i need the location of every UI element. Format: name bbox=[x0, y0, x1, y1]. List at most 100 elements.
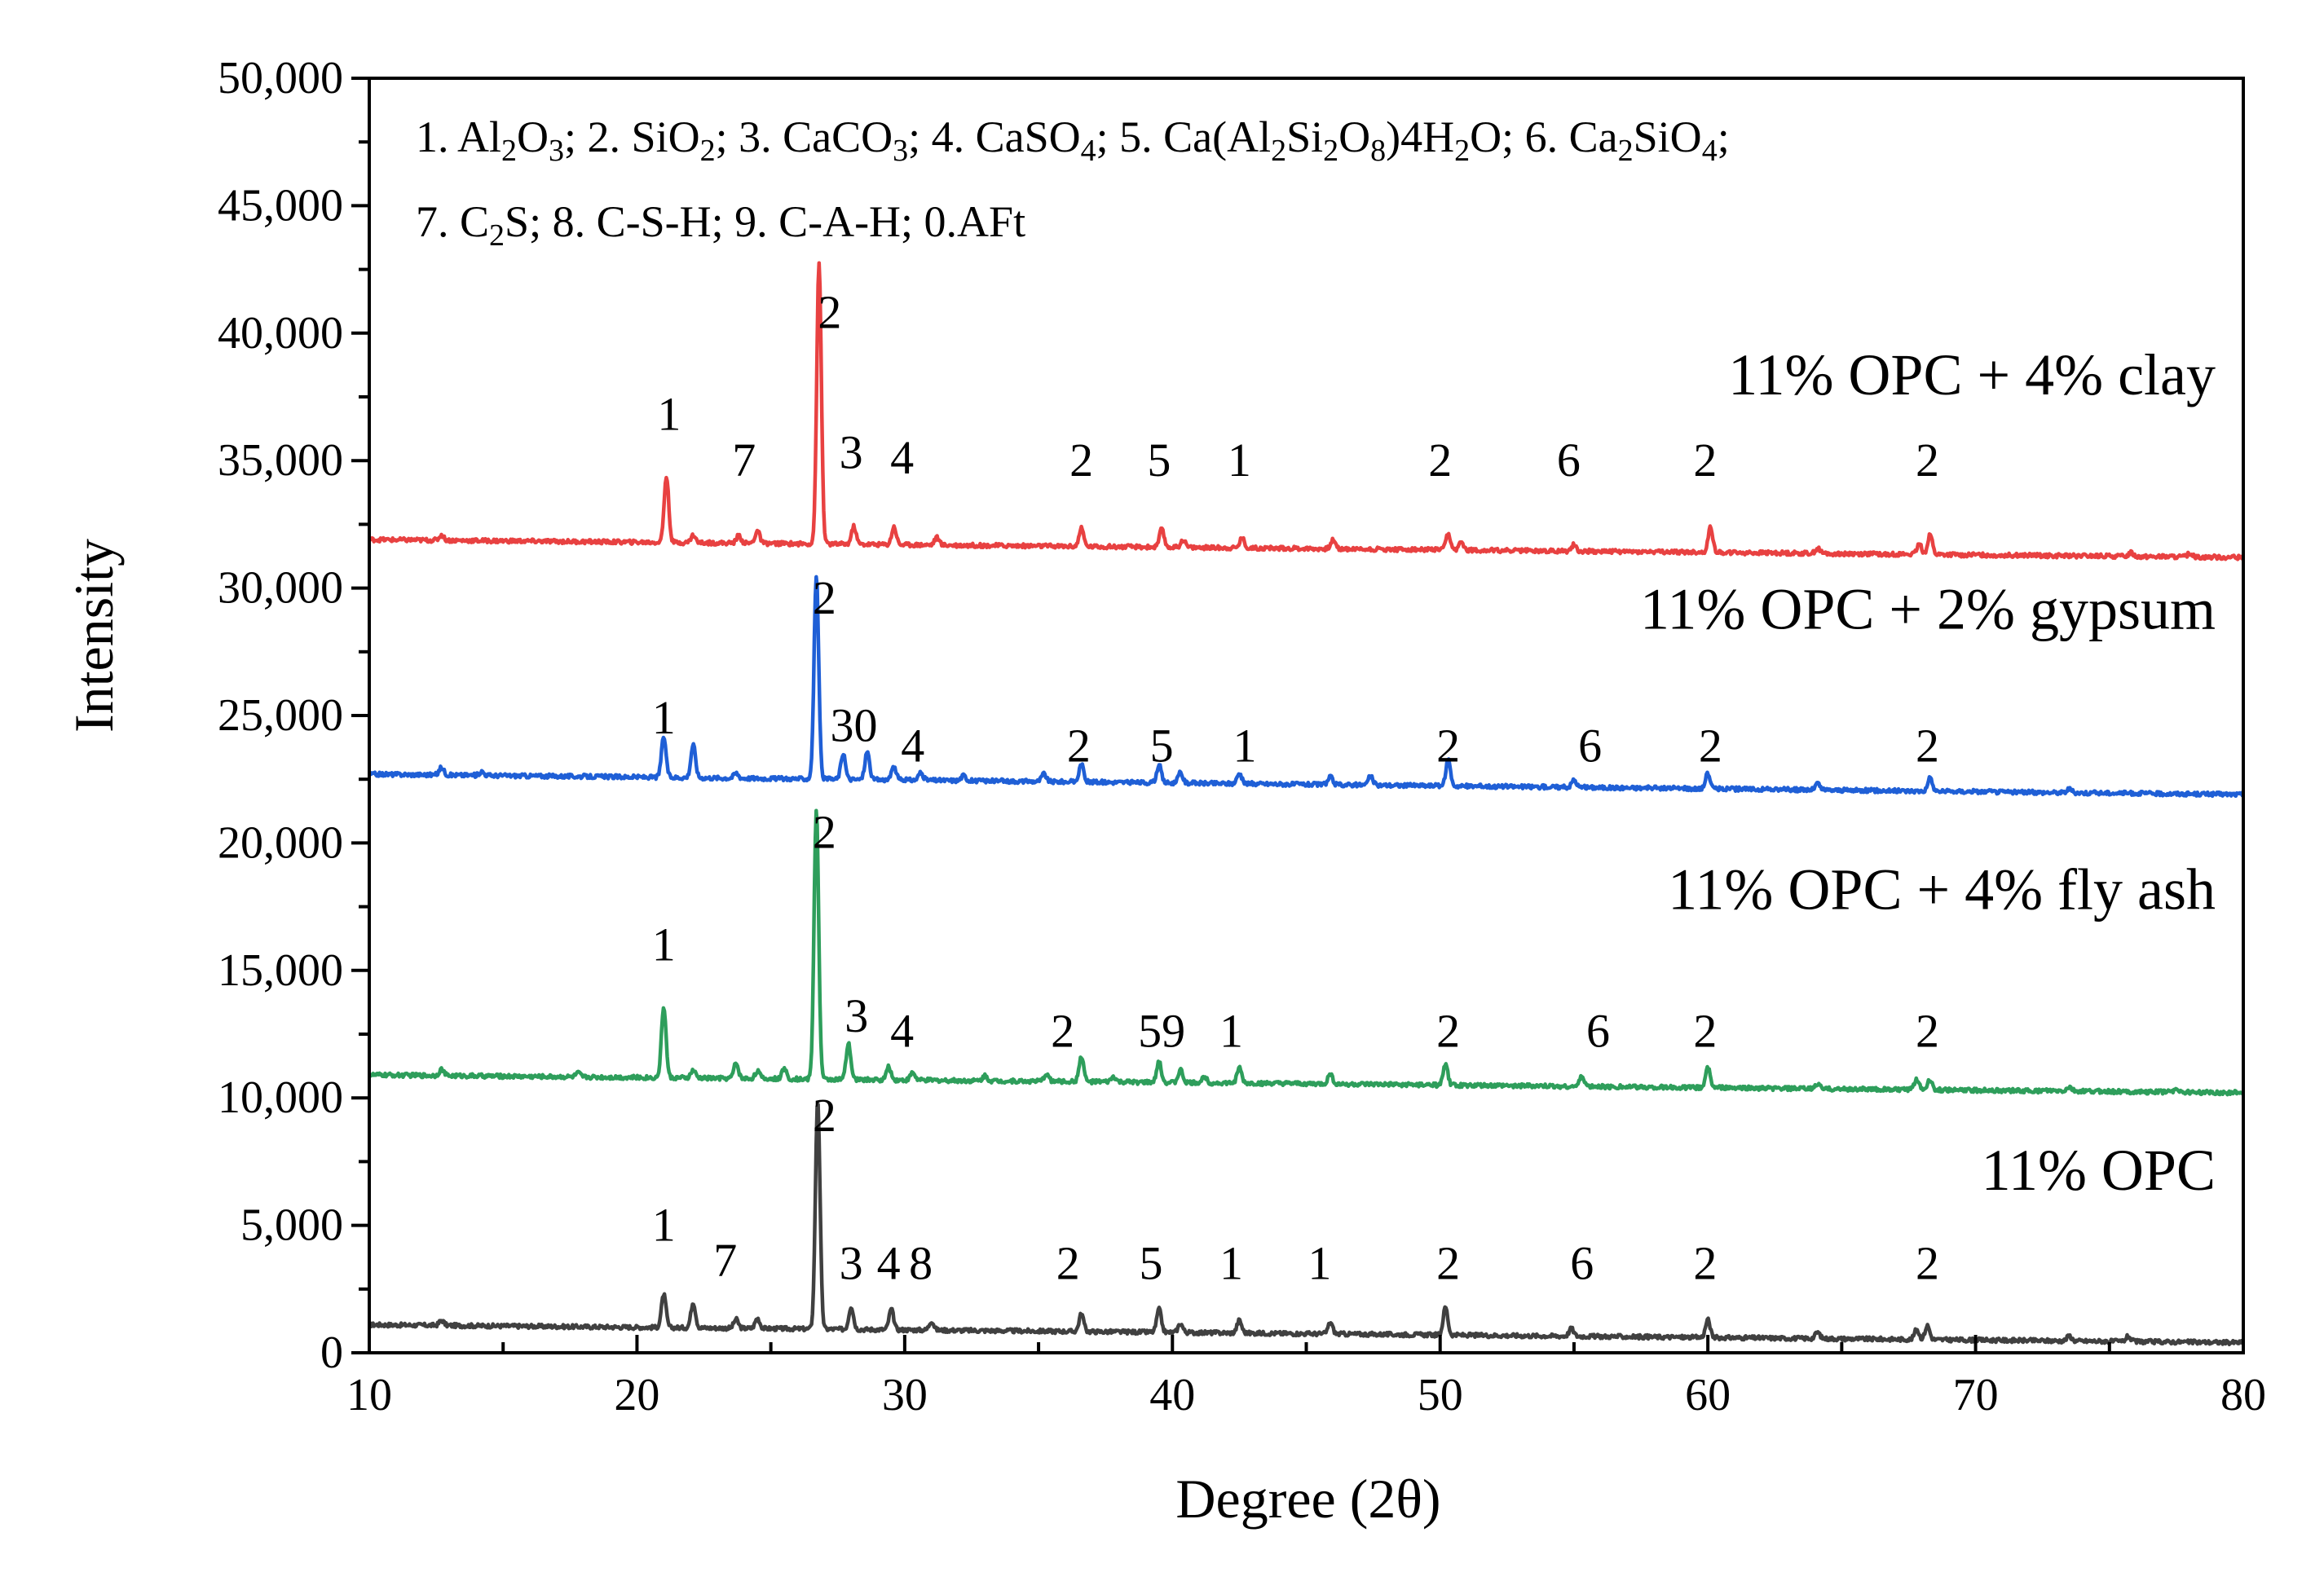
peak-label: 59 bbox=[1138, 1005, 1185, 1058]
phase-legend-line-2: 7. C2S; 8. C-S-H; 9. C-A-H; 0.AFt bbox=[416, 197, 1025, 253]
peak-label: 2 bbox=[1436, 1005, 1460, 1058]
peak-label: 2 bbox=[1916, 1236, 1939, 1289]
y-tick-label: 50,000 bbox=[218, 53, 343, 103]
legend-segment: O bbox=[1338, 112, 1370, 161]
y-tick-label: 35,000 bbox=[218, 435, 343, 486]
peak-label: 7 bbox=[713, 1234, 737, 1287]
legend-subscript: 4 bbox=[1702, 134, 1718, 168]
legend-subscript: 2 bbox=[1271, 134, 1286, 168]
legend-subscript: 2 bbox=[1454, 134, 1470, 168]
peak-label: 2 bbox=[1699, 719, 1722, 772]
series-line-1 bbox=[368, 1102, 2245, 1347]
peak-label: 1 bbox=[652, 1198, 676, 1251]
peak-label: 2 bbox=[1069, 434, 1093, 487]
y-tick-label: 15,000 bbox=[218, 945, 343, 996]
peak-label: 1 bbox=[652, 691, 676, 744]
peak-label: 30 bbox=[830, 698, 877, 751]
x-tick-label: 40 bbox=[1149, 1370, 1195, 1420]
series-line-4 bbox=[368, 261, 2245, 561]
series-label-3: 11% OPC + 2% gypsum bbox=[1640, 577, 2216, 642]
peak-label: 1 bbox=[657, 388, 681, 441]
peak-label: 2 bbox=[813, 571, 836, 624]
peak-label: 2 bbox=[1916, 1005, 1939, 1058]
peak-label: 7 bbox=[732, 434, 756, 487]
x-tick-label: 50 bbox=[1418, 1370, 1463, 1420]
peak-label: 5 bbox=[1150, 719, 1174, 772]
peak-label: 2 bbox=[1067, 719, 1091, 772]
y-tick-label: 45,000 bbox=[218, 180, 343, 231]
peak-label: 3 bbox=[844, 989, 868, 1042]
peak-label: 1 bbox=[1219, 1236, 1243, 1289]
plot-frame bbox=[368, 77, 2245, 1354]
peak-label: 2 bbox=[813, 1089, 836, 1142]
peak-label: 1 bbox=[1233, 719, 1256, 772]
legend-subscript: 3 bbox=[893, 134, 908, 168]
peak-label: 8 bbox=[909, 1236, 933, 1289]
y-tick-label: 5,000 bbox=[240, 1200, 343, 1251]
legend-subscript: 2 bbox=[700, 134, 716, 168]
legend-segment: O bbox=[517, 112, 549, 161]
peak-label: 2 bbox=[1051, 1005, 1074, 1058]
legend-subscript: 2 bbox=[1323, 134, 1338, 168]
series-line-3 bbox=[367, 575, 2245, 799]
y-tick-label: 25,000 bbox=[218, 690, 343, 741]
peak-label: 1 bbox=[652, 918, 676, 971]
legend-segment: O; 6. Ca bbox=[1470, 112, 1618, 161]
peak-label: 2 bbox=[818, 286, 841, 339]
peak-label: 2 bbox=[1693, 434, 1717, 487]
y-tick-label: 0 bbox=[320, 1328, 343, 1378]
peak-label: 2 bbox=[1916, 719, 1939, 772]
peak-label: 6 bbox=[1557, 434, 1581, 487]
y-tick-label: 40,000 bbox=[218, 308, 343, 359]
legend-subscript: 8 bbox=[1370, 134, 1386, 168]
series-label-1: 11% OPC bbox=[1982, 1138, 2216, 1203]
legend-subscript: 2 bbox=[489, 218, 505, 253]
peak-label: 2 bbox=[813, 806, 836, 859]
peak-label: 4 bbox=[890, 1005, 914, 1058]
phase-legend-line-1: 1. Al2O3; 2. SiO2; 3. CaCO3; 4. CaSO4; 5… bbox=[416, 112, 1730, 168]
peak-label: 4 bbox=[890, 431, 914, 484]
peak-label: 5 bbox=[1147, 434, 1171, 487]
series-label-4: 11% OPC + 4% clay bbox=[1728, 342, 2216, 407]
legend-segment: 7. C bbox=[416, 197, 489, 246]
x-tick-label: 80 bbox=[2220, 1370, 2266, 1420]
peak-label: 2 bbox=[1693, 1005, 1717, 1058]
peak-label: 2 bbox=[1436, 1236, 1460, 1289]
peak-label: 3 bbox=[840, 426, 863, 479]
legend-segment: ; bbox=[1718, 112, 1730, 161]
legend-subscript: 4 bbox=[1081, 134, 1096, 168]
peak-label: 1 bbox=[1219, 1005, 1243, 1058]
legend-segment: )4H bbox=[1386, 112, 1454, 161]
y-tick-label: 30,000 bbox=[218, 563, 343, 614]
legend-subscript: 3 bbox=[549, 134, 564, 168]
peak-label: 6 bbox=[1570, 1236, 1594, 1289]
y-tick-label: 20,000 bbox=[218, 817, 343, 868]
series-label-2: 11% OPC + 4% fly ash bbox=[1668, 857, 2216, 923]
y-axis-title: Intensity bbox=[63, 539, 125, 733]
x-tick-label: 10 bbox=[346, 1370, 392, 1420]
peak-label: 2 bbox=[1916, 434, 1939, 487]
y-tick-label: 10,000 bbox=[218, 1072, 343, 1123]
peak-label: 2 bbox=[1056, 1236, 1080, 1289]
peak-label: 5 bbox=[1140, 1236, 1163, 1289]
legend-subscript: 2 bbox=[1618, 134, 1634, 168]
legend-segment: 1. Al bbox=[416, 112, 501, 161]
peak-label: 2 bbox=[1693, 1236, 1717, 1289]
legend-segment: ; 2. SiO bbox=[564, 112, 700, 161]
legend-segment: Si bbox=[1286, 112, 1323, 161]
legend-segment: ; 3. CaCO bbox=[716, 112, 893, 161]
x-axis-title: Degree (2θ) bbox=[1175, 1468, 1440, 1530]
x-tick-label: 70 bbox=[1953, 1370, 1999, 1420]
peak-label: 4 bbox=[901, 719, 924, 772]
axes-layer bbox=[351, 77, 2245, 1354]
legend-segment: ; 4. CaSO bbox=[908, 112, 1081, 161]
peak-label: 6 bbox=[1586, 1005, 1610, 1058]
x-tick-label: 20 bbox=[614, 1370, 659, 1420]
peak-label: 2 bbox=[1436, 719, 1460, 772]
peak-label: 1 bbox=[1228, 434, 1251, 487]
legend-segment: S; 8. C-S-H; 9. C-A-H; 0.AFt bbox=[505, 197, 1025, 246]
series-line-2 bbox=[368, 808, 2245, 1097]
peak-label: 3 bbox=[840, 1236, 863, 1289]
